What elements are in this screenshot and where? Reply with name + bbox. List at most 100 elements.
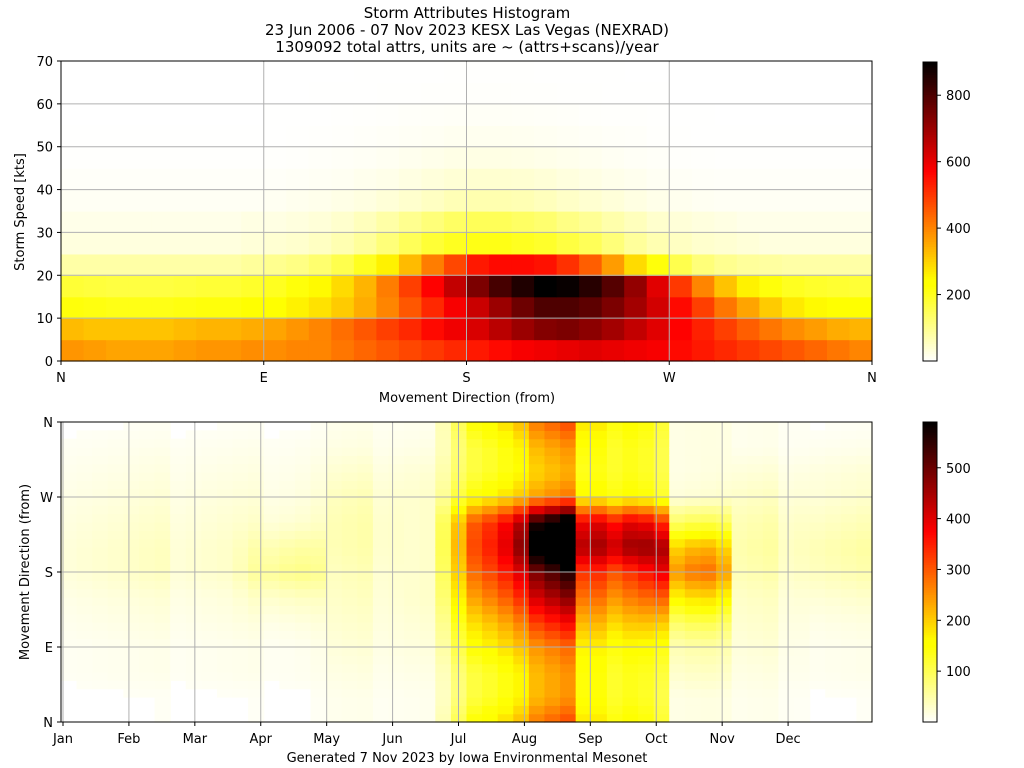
- heatmap-cell: [196, 189, 220, 212]
- heatmap-cell: [326, 513, 343, 523]
- heatmap-cell: [653, 613, 670, 623]
- heatmap-cell: [778, 605, 795, 615]
- heatmap-cell: [794, 680, 811, 690]
- heatmap-cell: [83, 168, 107, 191]
- heatmap-cell: [544, 597, 561, 606]
- heatmap-cell: [341, 605, 358, 615]
- heatmap-cell: [326, 530, 343, 540]
- heatmap-cell: [601, 275, 625, 298]
- heatmap-cell: [232, 572, 249, 581]
- heatmap-cell: [421, 296, 445, 319]
- y-tick-label: N: [43, 716, 53, 731]
- heatmap-cell: [700, 622, 717, 631]
- heatmap-cell: [622, 647, 639, 656]
- heatmap-cell: [388, 513, 405, 523]
- heatmap-cell: [556, 253, 580, 276]
- heatmap-cell: [513, 530, 530, 540]
- heatmap-cell: [154, 672, 171, 681]
- colorbar-segment: [923, 79, 937, 83]
- heatmap-cell: [376, 232, 400, 255]
- heatmap-cell: [326, 463, 343, 473]
- heatmap-cell: [404, 672, 421, 681]
- colorbar-segment: [923, 308, 937, 312]
- heatmap-cell: [638, 572, 655, 581]
- heatmap-cell: [778, 613, 795, 623]
- colorbar-segment: [923, 447, 937, 451]
- heatmap-cell: [326, 488, 343, 498]
- colorbar-segment: [923, 487, 937, 491]
- colorbar-segment: [923, 258, 937, 262]
- x-tick-label: E: [260, 371, 268, 386]
- heatmap-cell: [606, 697, 624, 706]
- heatmap-cell: [248, 497, 265, 506]
- heatmap-cell: [294, 497, 312, 506]
- colorbar-segment: [923, 594, 937, 598]
- heatmap-cell: [466, 580, 483, 590]
- heatmap-cell: [232, 547, 249, 556]
- heatmap-cell: [466, 103, 490, 126]
- heatmap-cell: [840, 480, 858, 490]
- heatmap-cell: [154, 438, 171, 448]
- x-tick-label: S: [462, 371, 470, 386]
- heatmap-cell: [466, 146, 490, 169]
- heatmap-cell: [123, 663, 140, 673]
- heatmap-cell: [138, 630, 156, 640]
- heatmap-cell: [825, 547, 842, 556]
- colorbar-segment: [923, 81, 937, 86]
- heatmap-cell: [624, 296, 648, 319]
- heatmap-cell: [201, 522, 218, 531]
- colorbar-segment: [923, 709, 937, 713]
- heatmap-cell: [809, 555, 826, 565]
- heatmap-cell: [435, 422, 452, 431]
- heatmap-cell: [419, 580, 436, 590]
- heatmap-cell: [286, 103, 310, 126]
- y-tick-label: S: [45, 566, 53, 581]
- heatmap-cell: [92, 655, 109, 665]
- heatmap-cell: [781, 339, 806, 362]
- heatmap-cell: [466, 339, 490, 362]
- heatmap-cell: [840, 455, 858, 465]
- heatmap-cell: [700, 447, 717, 456]
- heatmap-cell: [341, 572, 358, 581]
- heatmap-cell: [849, 125, 873, 148]
- heatmap-cell: [684, 597, 702, 606]
- heatmap-cell: [76, 547, 93, 556]
- heatmap-cell: [575, 680, 592, 690]
- heatmap-cell: [466, 563, 483, 573]
- heatmap-cell: [622, 713, 639, 723]
- heatmap-cell: [61, 455, 78, 465]
- colorbar-segment: [923, 699, 937, 703]
- heatmap-cell: [849, 168, 873, 191]
- heatmap-cell: [123, 497, 140, 506]
- heatmap-cell: [638, 555, 655, 565]
- heatmap-cell: [747, 555, 764, 565]
- heatmap-cell: [653, 622, 670, 631]
- heatmap-cell: [123, 630, 140, 640]
- heatmap-cell: [700, 588, 717, 598]
- heatmap-cell: [684, 580, 702, 590]
- heatmap-cell: [398, 61, 423, 84]
- colorbar-segment: [923, 624, 937, 628]
- colorbar-tick-label: 600: [946, 156, 971, 171]
- heatmap-cell: [357, 563, 374, 573]
- heatmap-cell: [804, 232, 828, 255]
- heatmap-cell: [700, 638, 717, 648]
- heatmap-cell: [482, 497, 499, 506]
- heatmap-cell: [341, 672, 358, 681]
- heatmap-cell: [107, 597, 124, 606]
- x-tick-label: Sep: [578, 732, 603, 747]
- colorbar-segment: [923, 236, 937, 240]
- colorbar-segment: [923, 121, 937, 125]
- colorbar-segment: [923, 619, 937, 623]
- heatmap-cell: [736, 318, 760, 341]
- heatmap-cell: [201, 430, 218, 440]
- heatmap-cell: [138, 580, 156, 590]
- heatmap-cell: [762, 438, 780, 448]
- heatmap-cell: [123, 488, 140, 498]
- y-tick-label: 50: [36, 141, 53, 156]
- heatmap-cell: [579, 339, 603, 362]
- heatmap-cell: [794, 447, 811, 456]
- heatmap-cell: [497, 480, 514, 490]
- heatmap-cell: [388, 597, 405, 606]
